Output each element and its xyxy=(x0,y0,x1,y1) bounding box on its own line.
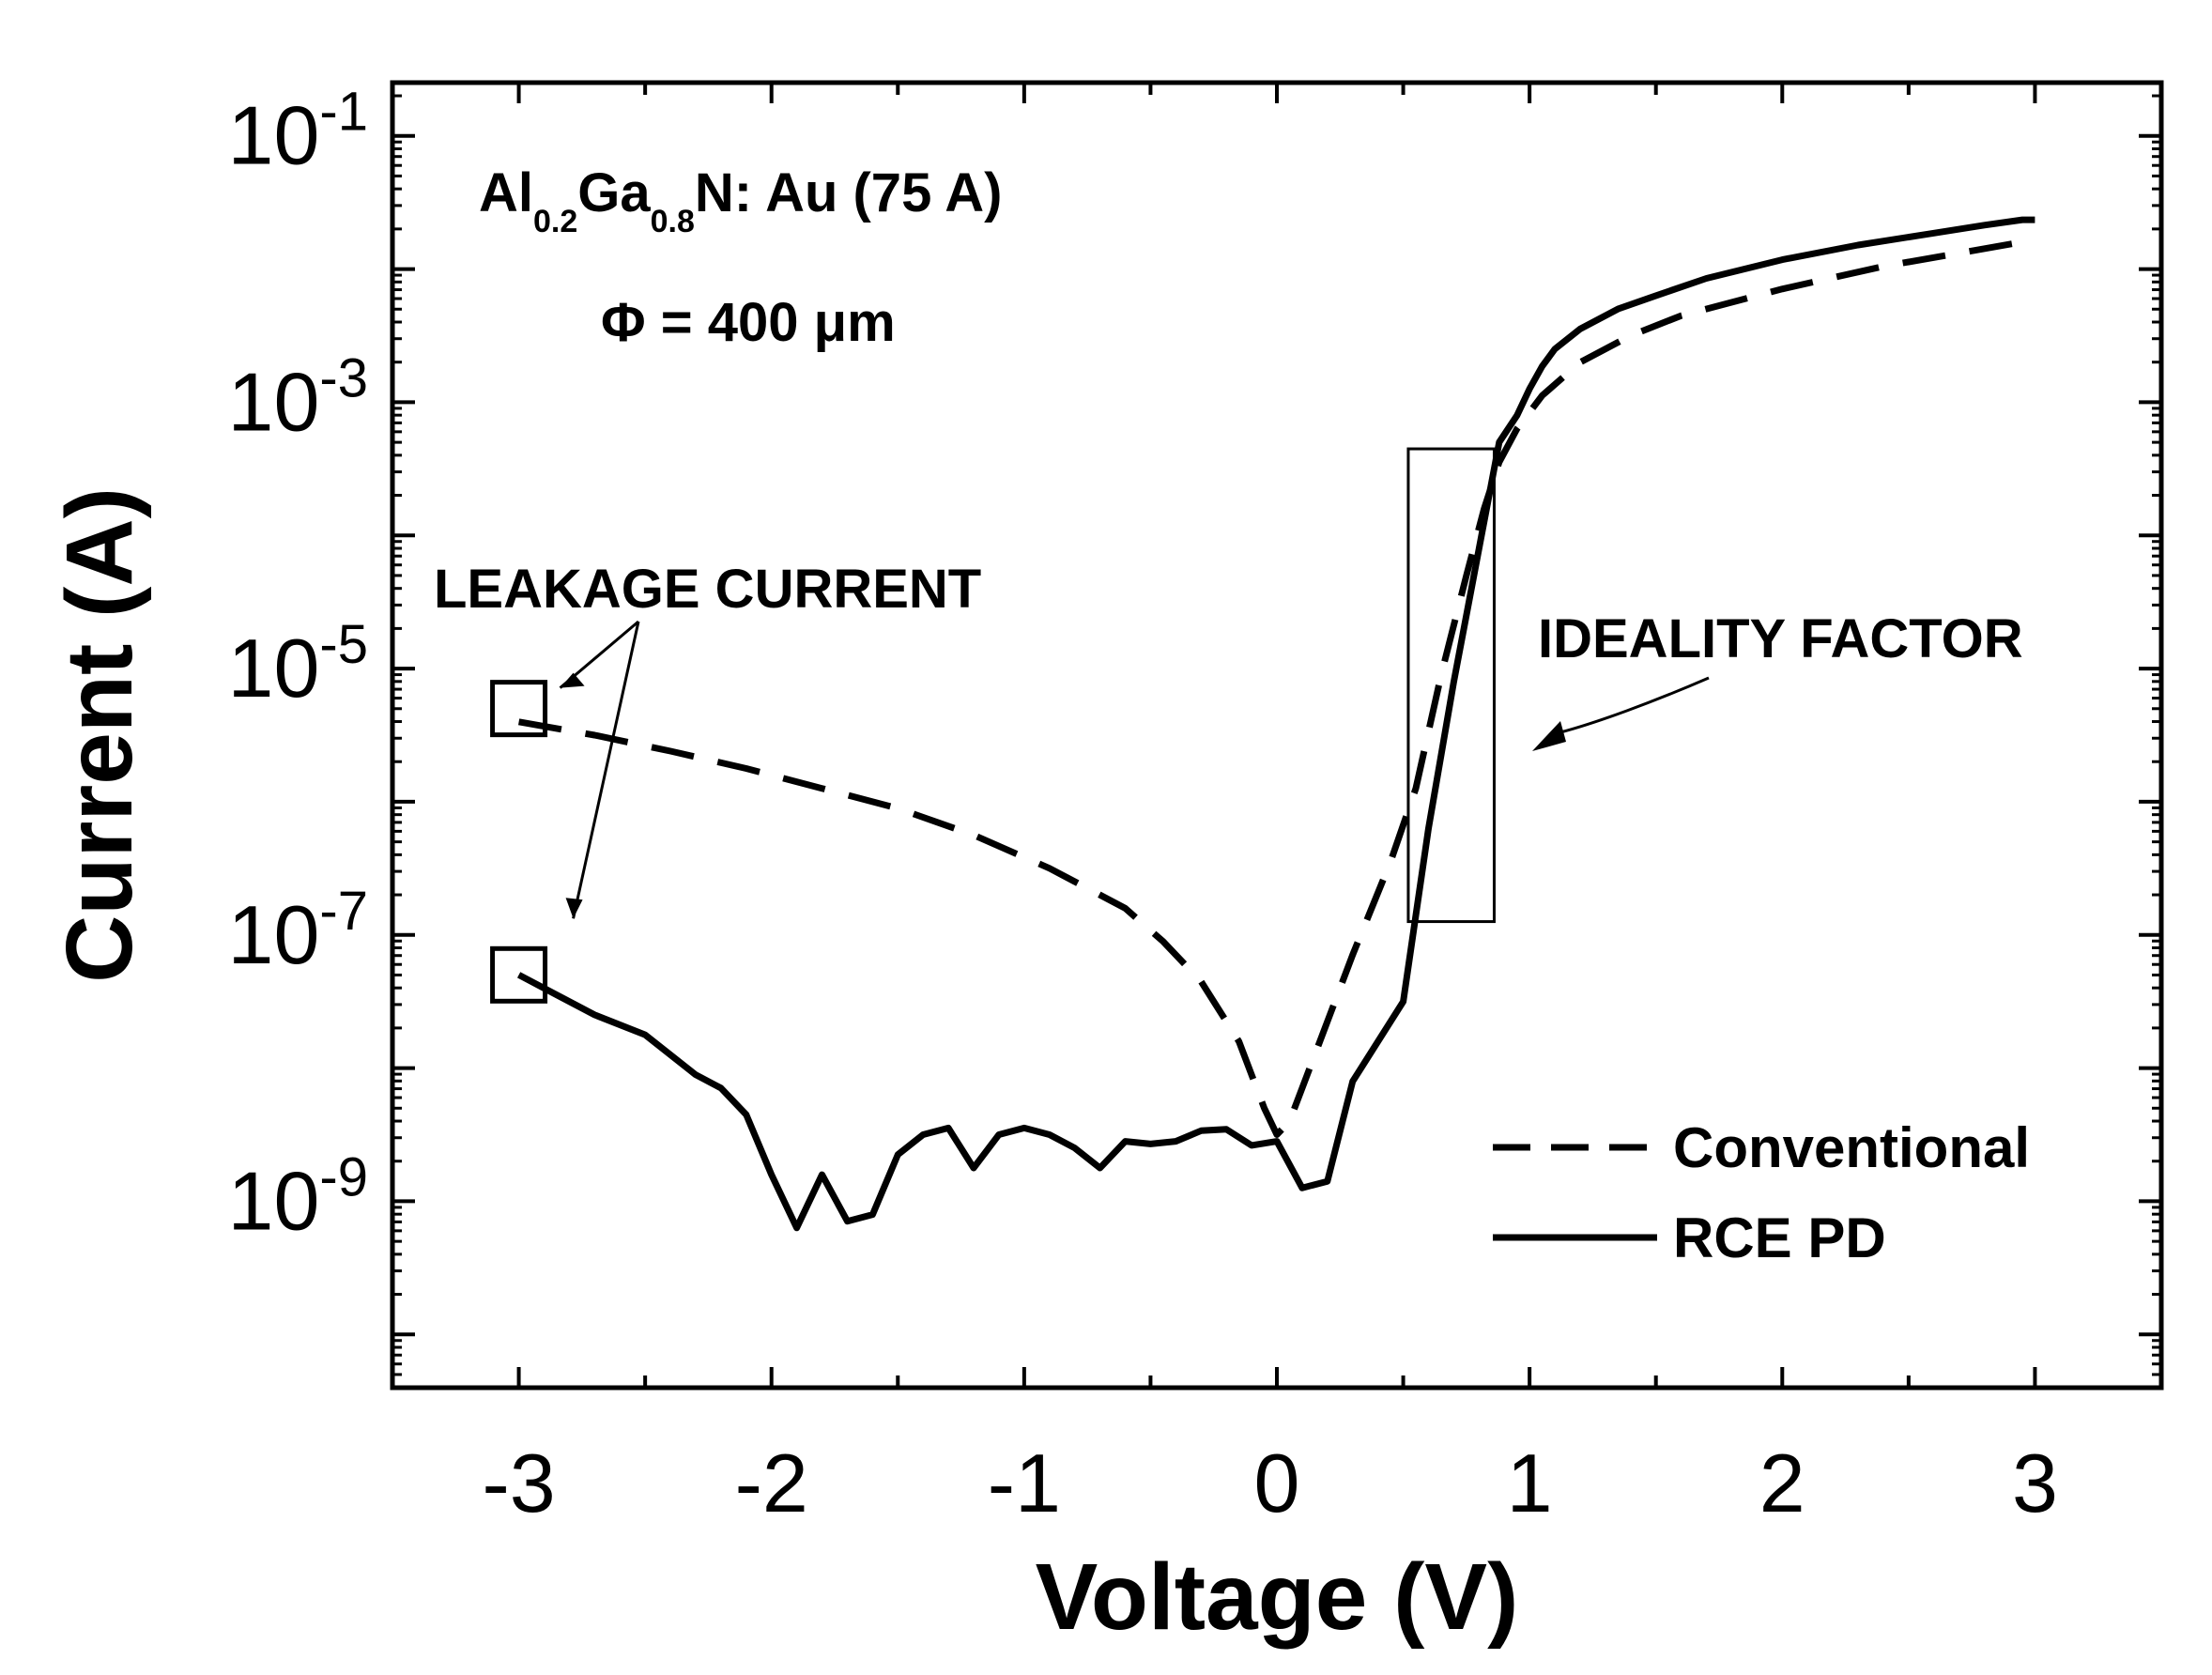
y-tick-base: 10 xyxy=(228,355,320,448)
y-tick-base: 10 xyxy=(228,888,320,981)
y-tick-base: 10 xyxy=(228,89,320,182)
material-label: Al0.2Ga0.8N: Au (75 A) xyxy=(479,162,1003,239)
y-tick-exponent: -7 xyxy=(319,881,368,942)
leakage-current-label: LEAKAGE CURRENT xyxy=(434,559,981,620)
material-sub-1: 0.2 xyxy=(533,204,577,239)
x-tick-label: 2 xyxy=(1759,1437,1805,1529)
data-series xyxy=(516,216,2036,1232)
y-tick-exponent: -1 xyxy=(319,82,368,143)
y-tick-labels: 10-110-310-510-710-9 xyxy=(228,82,368,1248)
x-tick-labels: -3 -2 -1 0 1 2 3 xyxy=(482,1437,2057,1529)
series-rce-pd-line xyxy=(516,216,2035,1232)
diameter-label: Φ = 400 μm xyxy=(601,292,896,353)
leakage-arrowhead-2 xyxy=(565,898,583,919)
legend: Conventional RCE PD xyxy=(1493,1116,2030,1269)
ideality-marker-box xyxy=(1406,447,1496,924)
y-tick-base: 10 xyxy=(228,1154,320,1247)
material-sub-2: 0.8 xyxy=(651,204,695,239)
x-tick-label: -1 xyxy=(988,1437,1061,1529)
y-tick-label: 10-1 xyxy=(228,82,368,182)
material-ga: Ga xyxy=(577,162,651,223)
y-tick-exponent: -5 xyxy=(319,614,368,675)
leakage-arrowhead-1 xyxy=(560,672,585,688)
annotation-markers xyxy=(490,447,1710,1004)
y-tick-label: 10-3 xyxy=(228,347,368,448)
y-tick-exponent: -9 xyxy=(319,1146,368,1207)
x-tick-label: 0 xyxy=(1254,1437,1300,1529)
plot-frame xyxy=(390,80,2164,1391)
y-tick-label: 10-7 xyxy=(228,881,368,981)
material-al: Al xyxy=(479,162,533,223)
y-tick-base: 10 xyxy=(228,622,320,715)
x-tick-label: -2 xyxy=(735,1437,808,1529)
leakage-arrow-line-2 xyxy=(572,621,640,919)
x-tick-label: 1 xyxy=(1507,1437,1553,1529)
y-tick-exponent: -3 xyxy=(319,347,368,408)
y-tick-label: 10-9 xyxy=(228,1146,368,1247)
y-tick-label: 10-5 xyxy=(228,614,368,715)
y-axis-title: Current (A) xyxy=(47,487,152,983)
x-axis-title: Voltage (V) xyxy=(1036,1544,1519,1650)
leakage-marker-box-2 xyxy=(490,945,548,1004)
x-tick-label: -3 xyxy=(482,1437,555,1529)
ideality-factor-label: IDEALITY FACTOR xyxy=(1538,608,2023,669)
material-rest: N: Au (75 A) xyxy=(695,162,1003,223)
ideality-arrow-line xyxy=(1559,676,1710,734)
ideality-arrowhead xyxy=(1532,721,1566,751)
legend-label-rce-pd: RCE PD xyxy=(1673,1206,1886,1269)
legend-label-conventional: Conventional xyxy=(1673,1116,2030,1179)
x-tick-label: 3 xyxy=(2012,1437,2058,1529)
leakage-marker-box-1 xyxy=(490,680,548,738)
